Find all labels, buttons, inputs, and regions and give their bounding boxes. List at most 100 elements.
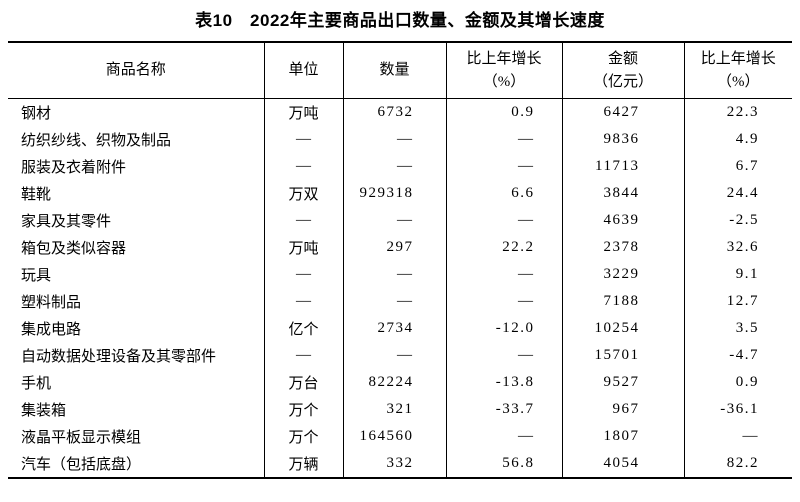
col-header-label: 商品名称 xyxy=(105,62,166,78)
commodity-name-cell: 液晶平板显示模组 xyxy=(21,430,142,446)
commodity-name-cell: 钢材 xyxy=(21,106,52,122)
table-row: 家具及其零件 — — — 4639 -2.5 xyxy=(8,207,792,234)
commodity-name-cell: 纺织纱线、织物及制品 xyxy=(21,133,172,149)
table-row: 塑料制品 — — — 7188 12.7 xyxy=(8,288,792,315)
col-header-label: 单位 xyxy=(288,62,319,78)
commodity-name-cell: 家具及其零件 xyxy=(21,214,112,230)
quantity-growth-cell: — xyxy=(445,288,562,315)
col-header-label: 比上年增长 xyxy=(466,50,542,67)
export-commodities-table: 商品名称 单位 数量 比上年增长 （%） 金额 （亿元） 比上年增长 xyxy=(8,41,792,479)
quantity-cell: — xyxy=(342,207,446,234)
quantity-growth-cell: -13.8 xyxy=(445,369,562,396)
col-header-quantity: 数量 xyxy=(342,42,446,99)
quantity-cell: 929318 xyxy=(342,180,446,207)
amount-cell: 11713 xyxy=(561,153,684,180)
unit-cell: 万吨 xyxy=(263,98,343,126)
unit-cell: — xyxy=(263,261,343,288)
quantity-cell: 82224 xyxy=(342,369,446,396)
quantity-growth-cell: — xyxy=(445,153,562,180)
amount-growth-cell: 24.4 xyxy=(683,180,792,207)
unit-cell: — xyxy=(263,207,343,234)
col-header-quantity-growth: 比上年增长 （%） xyxy=(445,42,562,99)
unit-cell: — xyxy=(263,342,343,369)
col-header-label: 比上年增长 xyxy=(700,50,776,67)
unit-cell: — xyxy=(263,126,343,153)
quantity-cell: 332 xyxy=(342,450,446,478)
quantity-cell: 321 xyxy=(342,396,446,423)
col-header-unit: 单位 xyxy=(263,42,343,99)
quantity-cell: — xyxy=(342,288,446,315)
amount-cell: 7188 xyxy=(561,288,684,315)
unit-cell: — xyxy=(263,288,343,315)
quantity-cell: 2734 xyxy=(342,315,446,342)
amount-cell: 4054 xyxy=(561,450,684,478)
quantity-growth-cell: 22.2 xyxy=(445,234,562,261)
amount-growth-cell: 9.1 xyxy=(683,261,792,288)
quantity-cell: 164560 xyxy=(342,423,446,450)
table-row: 纺织纱线、织物及制品 — — — 9836 4.9 xyxy=(8,126,792,153)
commodity-name-cell: 自动数据处理设备及其零部件 xyxy=(21,349,217,365)
amount-cell: 2378 xyxy=(561,234,684,261)
commodity-name-cell: 鞋靴 xyxy=(21,187,52,203)
amount-cell: 9836 xyxy=(561,126,684,153)
amount-growth-cell: 3.5 xyxy=(683,315,792,342)
commodity-name-cell: 集成电路 xyxy=(21,322,82,338)
amount-cell: 967 xyxy=(561,396,684,423)
table-row: 集装箱 万个 321 -33.7 967 -36.1 xyxy=(8,396,792,423)
amount-cell: 6427 xyxy=(561,98,684,126)
amount-growth-cell: — xyxy=(683,423,792,450)
quantity-growth-cell: — xyxy=(445,261,562,288)
document-page: 表10 2022年主要商品出口数量、金额及其增长速度 商品名称 单位 数量 xyxy=(0,10,800,479)
amount-growth-cell: -4.7 xyxy=(683,342,792,369)
amount-growth-cell: 6.7 xyxy=(683,153,792,180)
quantity-cell: — xyxy=(342,342,446,369)
unit-cell: 万吨 xyxy=(263,234,343,261)
commodity-name-cell: 手机 xyxy=(21,376,52,392)
quantity-growth-cell: -12.0 xyxy=(445,315,562,342)
col-header-amount: 金额 （亿元） xyxy=(561,42,684,99)
quantity-growth-cell: — xyxy=(445,207,562,234)
col-header-sublabel: （%） xyxy=(482,73,526,90)
amount-cell: 3229 xyxy=(561,261,684,288)
table-row: 玩具 — — — 3229 9.1 xyxy=(8,261,792,288)
amount-growth-cell: 32.6 xyxy=(683,234,792,261)
commodity-name-cell: 玩具 xyxy=(21,268,52,284)
quantity-cell: — xyxy=(342,126,446,153)
unit-cell: — xyxy=(263,153,343,180)
unit-cell: 万辆 xyxy=(263,450,343,478)
col-header-commodity-name: 商品名称 xyxy=(8,42,264,99)
table-row: 集成电路 亿个 2734 -12.0 10254 3.5 xyxy=(8,315,792,342)
table-body: 钢材 万吨 6732 0.9 6427 22.3 纺织纱线、织物及制品 — — … xyxy=(8,98,792,478)
unit-cell: 亿个 xyxy=(263,315,343,342)
table-row: 服装及衣着附件 — — — 11713 6.7 xyxy=(8,153,792,180)
quantity-growth-cell: 6.6 xyxy=(445,180,562,207)
col-header-sublabel: （%） xyxy=(717,73,760,90)
col-header-label: 数量 xyxy=(379,62,410,78)
amount-growth-cell: 0.9 xyxy=(683,369,792,396)
quantity-cell: — xyxy=(342,261,446,288)
quantity-growth-cell: — xyxy=(445,126,562,153)
commodity-name-cell: 汽车（包括底盘） xyxy=(21,457,142,473)
amount-growth-cell: -36.1 xyxy=(683,396,792,423)
quantity-cell: — xyxy=(342,153,446,180)
quantity-growth-cell: 0.9 xyxy=(445,98,562,126)
commodity-name-cell: 集装箱 xyxy=(21,403,67,419)
col-header-sublabel: （亿元） xyxy=(592,73,653,90)
table-row: 钢材 万吨 6732 0.9 6427 22.3 xyxy=(8,98,792,126)
table-row: 液晶平板显示模组 万个 164560 — 1807 — xyxy=(8,423,792,450)
amount-cell: 15701 xyxy=(561,342,684,369)
commodity-name-cell: 箱包及类似容器 xyxy=(21,241,127,257)
amount-growth-cell: -2.5 xyxy=(683,207,792,234)
unit-cell: 万台 xyxy=(263,369,343,396)
amount-growth-cell: 4.9 xyxy=(683,126,792,153)
quantity-growth-cell: — xyxy=(445,423,562,450)
amount-growth-cell: 12.7 xyxy=(683,288,792,315)
quantity-growth-cell: 56.8 xyxy=(445,450,562,478)
amount-growth-cell: 82.2 xyxy=(683,450,792,478)
unit-cell: 万个 xyxy=(263,423,343,450)
amount-cell: 9527 xyxy=(561,369,684,396)
amount-cell: 4639 xyxy=(561,207,684,234)
amount-cell: 10254 xyxy=(561,315,684,342)
commodity-name-cell: 塑料制品 xyxy=(21,295,82,311)
quantity-cell: 6732 xyxy=(342,98,446,126)
